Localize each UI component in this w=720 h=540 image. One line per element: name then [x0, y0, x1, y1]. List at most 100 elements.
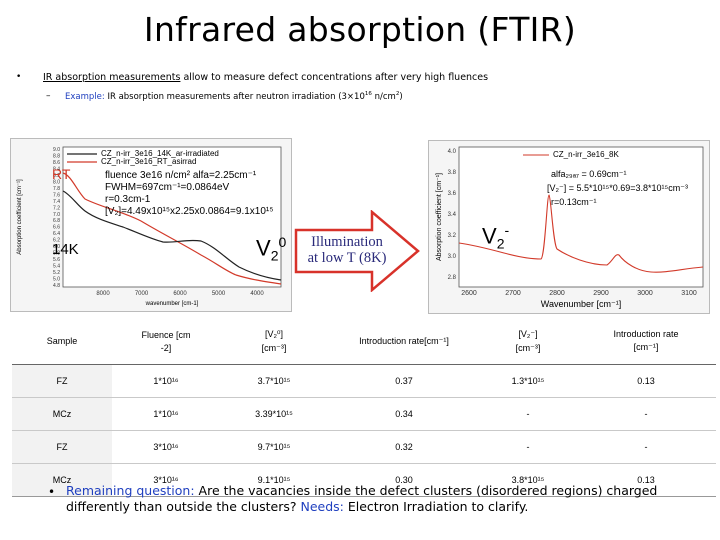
sub-text-c: ) — [399, 91, 403, 102]
tick-label: 5.8 — [53, 251, 60, 257]
table-cell: - — [480, 397, 576, 431]
tick-label: 6.2 — [53, 238, 60, 244]
table-cell: MCz — [12, 463, 112, 497]
tick-label: 4.0 — [448, 149, 457, 155]
tick-label: 8.2 — [53, 173, 60, 179]
right-annotation-3: r=0.13cm⁻¹ — [551, 197, 597, 207]
left-ylabel: Absorption coefficient [cm⁻¹] — [17, 179, 23, 255]
v2-zero-sup: 0 — [278, 234, 287, 250]
tick-label: 8.6 — [53, 160, 60, 166]
defect-table: Sample Fluence [cm -2] [V₂⁰] [cm⁻³] Introduct… — [12, 318, 716, 497]
table-cell: 0.37 — [328, 364, 480, 398]
tick-label: 3100 — [681, 290, 697, 297]
bullet-text: IR absorption measurements allow to meas… — [43, 72, 488, 83]
tick-label: 7.6 — [53, 192, 60, 198]
sup-a: 16 — [364, 91, 372, 97]
tick-label: 5.2 — [53, 270, 60, 276]
table-cell: FZ — [12, 430, 112, 464]
legend-entry-2: CZ_n-irr_3e16_RT_asirrad — [101, 157, 196, 166]
table-cell: 0.13 — [576, 463, 716, 497]
right-spectrum-panel: CZ_n-irr_3e16_8K alfa₂₉ₐ₇ = 0.69cm⁻¹ [V₂… — [428, 140, 710, 314]
tick-label: 3.6 — [448, 191, 457, 197]
annotation-line-1: fluence 3e16 n/cm² alfa=2.25cm⁻¹ — [105, 170, 257, 181]
needs-label: Needs: — [300, 499, 344, 514]
bullet-rest: allow to measure defect concentrations a… — [180, 72, 489, 83]
tick-label: 7000 — [135, 291, 149, 297]
table-header-cell: [V₂⁰] [cm⁻³] — [220, 318, 328, 365]
tick-label: 2600 — [461, 290, 477, 297]
sup-b: 2 — [395, 91, 400, 97]
header-line: [cm⁻³] — [515, 342, 541, 353]
tick-label: 7.0 — [53, 212, 60, 218]
table-cell: 0.30 — [328, 463, 480, 497]
arrow-label-line2: at low T (8K) — [307, 250, 387, 266]
table-cell: 0.13 — [576, 364, 716, 398]
tick-label: 9.0 — [53, 147, 60, 153]
table-cell: 0.34 — [328, 397, 480, 431]
tick-label: 2800 — [549, 290, 565, 297]
table-cell: 3.39*10¹⁵ — [220, 397, 328, 431]
tick-label: 3000 — [637, 290, 653, 297]
table-cell: 0.32 — [328, 430, 480, 464]
table-row: MCz 3*10¹⁶ 9.1*10¹⁵ 0.30 3.8*10¹⁵ 0.13 — [12, 463, 716, 497]
annotation-line-4: [V₂]=4.49x10¹⁵x2.25x0.0864=9.1x10¹⁵ — [105, 206, 273, 217]
right-xlabel: Wavenumber [cm⁻¹] — [541, 299, 621, 309]
right-spectrum-svg: CZ_n-irr_3e16_8K alfa₂₉ₐ₇ = 0.69cm⁻¹ [V₂… — [436, 146, 704, 309]
remaining-bullet: • — [48, 485, 56, 499]
curve-8k — [458, 194, 704, 273]
table-header-cell: [V₂⁻] [cm⁻³] — [480, 318, 576, 365]
v2-minus-label: V2- — [482, 222, 509, 252]
slide-title: Infrared absorption (FTIR) — [143, 10, 577, 49]
v2-minus-sup: - — [504, 222, 510, 238]
tick-label: 6.8 — [53, 218, 60, 224]
table-cell: 9.1*10¹⁵ — [220, 463, 328, 497]
table-cell: FZ — [12, 364, 112, 398]
tick-label: 3.8 — [448, 170, 457, 176]
table-cell: - — [576, 430, 716, 464]
table-cell: 3*10¹⁶ — [112, 463, 220, 497]
tick-label: 5000 — [212, 291, 226, 297]
header-line: [V₂⁻] — [518, 328, 538, 339]
v2-zero-sub: 2 — [270, 247, 279, 264]
tick-label: 6.6 — [53, 225, 60, 231]
left-spectrum-svg: CZ_n-irr_3e16_14K_ar-irradiated CZ_n-irr… — [17, 146, 282, 307]
example-label: Example: — [65, 91, 105, 102]
tick-label: 5.6 — [53, 257, 60, 263]
right-annotation-1: alfa₂₉ₐ₇ = 0.69cm⁻¹ — [551, 169, 627, 179]
right-ylabel: Absorption coefficient [cm⁻¹] — [436, 173, 443, 261]
arrow-label-line1: Illumination — [311, 234, 383, 250]
curve-rt — [62, 172, 282, 285]
tick-label: 6000 — [173, 291, 187, 297]
tick-label: 2900 — [593, 290, 609, 297]
table-header-cell: Introduction rate[cm⁻¹] — [328, 318, 480, 365]
table-cell: 1*10¹⁶ — [112, 397, 220, 431]
right-annotation-2: [V₂⁻] = 5.5*10¹⁵*0.69=3.8*10¹⁵cm⁻³ — [547, 183, 688, 193]
v2-zero-base: V — [256, 235, 271, 261]
header-line: Introduction rate[cm⁻¹] — [359, 335, 449, 346]
table-cell: 9.7*10¹⁵ — [220, 430, 328, 464]
arrow-label: Illumination at low T (8K) — [292, 234, 402, 266]
tick-label: 8.4 — [53, 166, 60, 172]
table-cell: MCz — [12, 397, 112, 431]
header-line: [cm⁻³] — [261, 342, 287, 353]
label-14k: 14K — [52, 241, 79, 258]
sub-text-b: n/cm — [371, 91, 396, 102]
tick-label: 2.8 — [448, 275, 457, 281]
header-line: [cm⁻¹] — [633, 342, 659, 352]
annotation-line-2: FWHM=697cm⁻¹=0.0864eV — [105, 182, 230, 193]
v2-zero-label: V20 — [256, 234, 286, 264]
arrow-shape — [294, 210, 420, 292]
right-plot-frame — [458, 146, 704, 288]
tick-label: 6.4 — [53, 231, 60, 237]
v2-minus-base: V — [482, 223, 497, 249]
table-cell: 1.3*10¹⁵ — [480, 364, 576, 398]
table-row: FZ 3*10¹⁶ 9.7*10¹⁵ 0.32- - — [12, 430, 716, 464]
remaining-text: Are the vacancies inside the defect clus… — [66, 483, 658, 514]
tick-label: 3.4 — [448, 212, 457, 218]
table-cell: 3*10¹⁶ — [112, 430, 220, 464]
table-body: FZ 1*10¹⁶ 3.7*10¹⁵ 0.37 1.3*10¹⁵ 0.13 MCz 1*10¹… — [12, 364, 716, 497]
header-line: Fluence [cm — [141, 329, 191, 340]
bullet-marker: • — [16, 72, 22, 82]
tick-label: 8000 — [96, 291, 110, 297]
table-header-cell: Fluence [cm -2] — [112, 318, 220, 365]
